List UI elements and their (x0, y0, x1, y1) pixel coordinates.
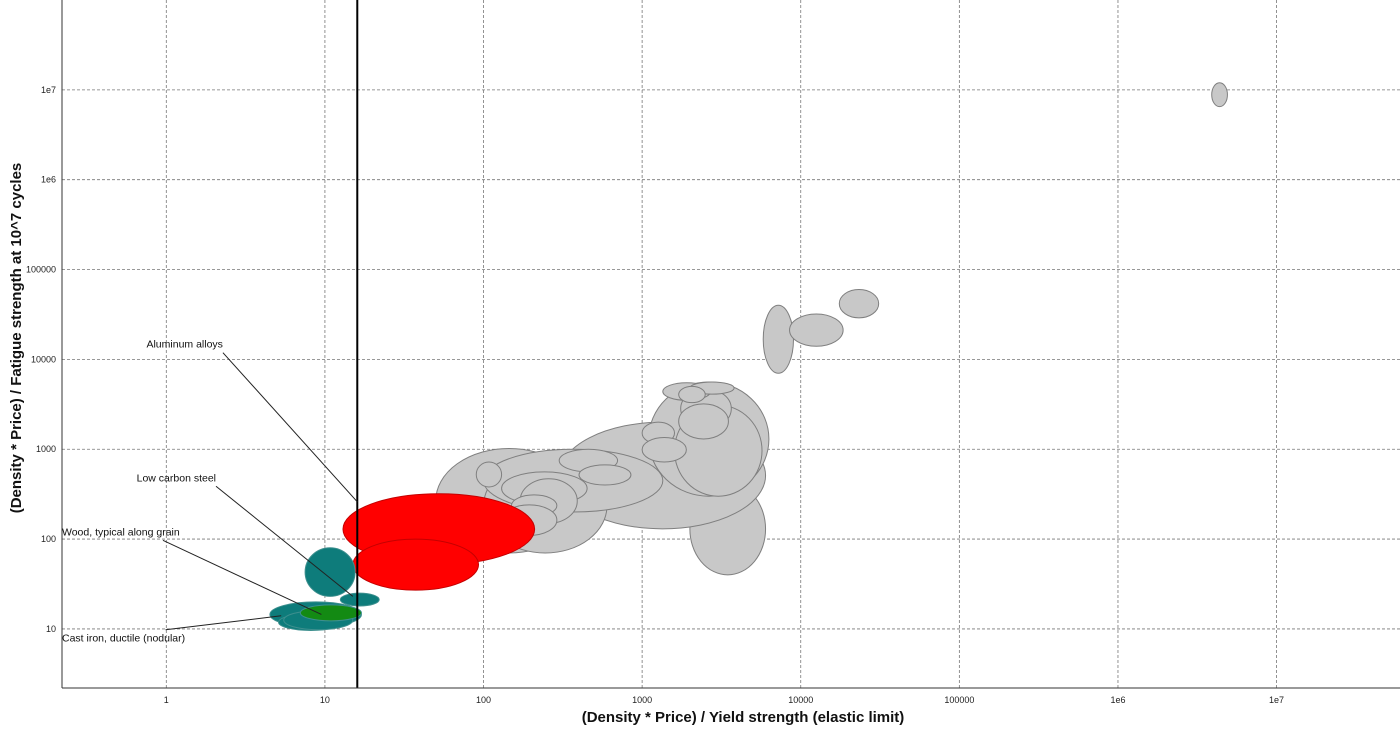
steel-bubble[interactable] (339, 592, 380, 607)
x-tick-label: 10 (320, 695, 330, 705)
x-axis-title: (Density * Price) / Yield strength (elas… (582, 709, 905, 726)
material-bubble[interactable] (475, 461, 503, 488)
y-tick-label: 100 (41, 534, 56, 544)
x-tick-label: 1 (164, 695, 169, 705)
aluminum-bubble[interactable] (352, 538, 480, 591)
grid-layer: 1 10 100 1000 10000 100000 1e6 1e7 10 100 1000 1000… (26, 0, 1400, 705)
material-bubble[interactable] (641, 437, 687, 463)
material-bubble[interactable] (678, 385, 706, 404)
x-tick-label: 1000 (632, 695, 652, 705)
x-tick-label: 10000 (788, 695, 813, 705)
y-tick-label: 1000 (36, 444, 56, 454)
material-bubble[interactable] (762, 304, 794, 374)
y-tick-label: 10000 (31, 354, 56, 364)
annotation-leader-line (162, 539, 322, 615)
y-tick-label: 10 (46, 624, 56, 634)
material-bubble[interactable] (789, 313, 844, 347)
material-bubble[interactable] (678, 403, 729, 440)
wood-bubble[interactable] (299, 604, 362, 622)
y-axis-title: (Density * Price) / Fatigue strength at … (8, 163, 25, 514)
bubble-layer (269, 82, 1228, 632)
annotation-leader-line (222, 352, 358, 503)
annotation-label: Wood, typical along grain (62, 526, 180, 538)
annotation-layer: Aluminum alloys Low carbon steel Wood, typ… (62, 339, 358, 645)
annotation-label: Low carbon steel (137, 472, 216, 484)
annotation-label: Cast iron, ductile (nodular) (62, 633, 185, 645)
y-tick-label: 1e6 (41, 175, 56, 185)
y-tick-label: 1e7 (41, 85, 56, 95)
steel-bubble[interactable] (304, 547, 356, 597)
x-tick-label: 100 (476, 695, 491, 705)
x-tick-label: 1e6 (1110, 695, 1125, 705)
annotation-leader-line (215, 485, 354, 597)
x-tick-label: 100000 (944, 695, 974, 705)
annotation-label: Aluminum alloys (146, 339, 222, 351)
material-bubble[interactable] (578, 464, 632, 486)
annotation-leader-line (165, 615, 282, 631)
material-bubble[interactable] (1211, 82, 1228, 108)
material-bubble[interactable] (838, 288, 880, 319)
axis-layer (61, 0, 1400, 689)
y-tick-label: 100000 (26, 265, 56, 275)
x-tick-label: 1e7 (1269, 695, 1284, 705)
